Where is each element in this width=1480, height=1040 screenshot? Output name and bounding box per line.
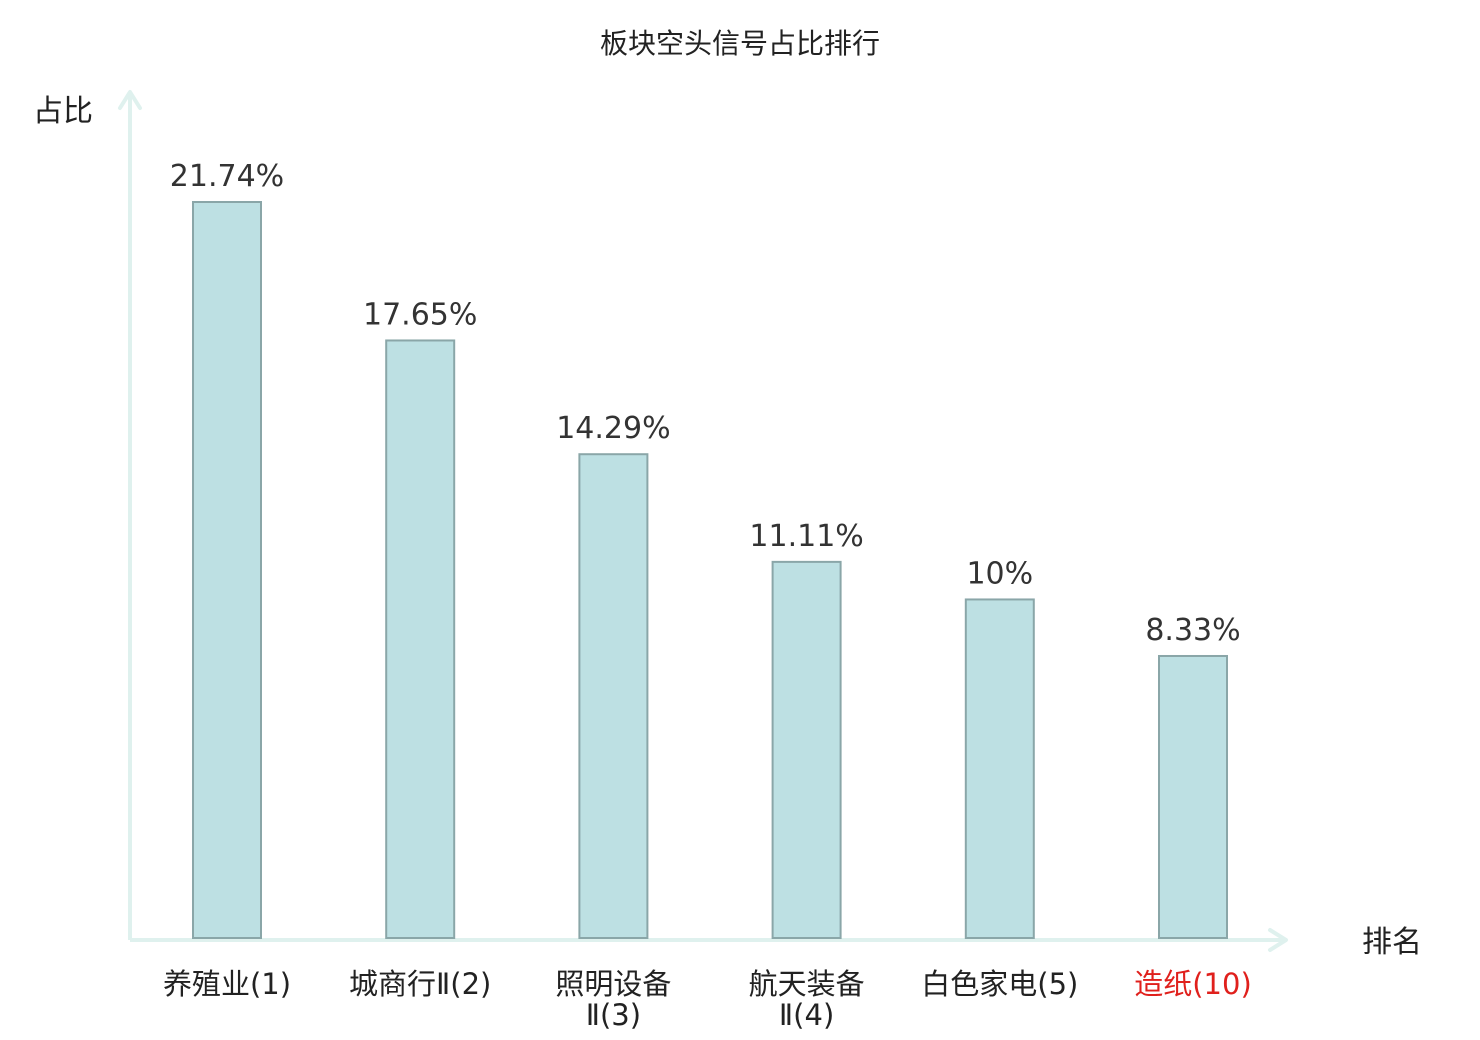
category-label-4-line-1: 航天装备 (749, 967, 865, 1001)
category-label-3-line-1: 照明设备 (555, 967, 671, 1001)
category-label-1: 养殖业(1) (163, 967, 291, 1001)
bar-6 (1158, 654, 1228, 939)
category-label-5: 白色家电(5) (921, 967, 1078, 1001)
bar-3 (578, 453, 649, 939)
value-label-4: 11.11% (749, 519, 863, 554)
x-axis-arrow (1268, 928, 1288, 952)
bars-group (192, 201, 1228, 939)
category-label-4-line-2: Ⅱ(4) (779, 998, 834, 1032)
category-label-2: 城商行Ⅱ(2) (349, 967, 491, 1001)
x-axis-label: 排名 (1362, 925, 1422, 960)
bar-4 (771, 560, 842, 939)
y-axis-arrow (118, 90, 142, 110)
value-label-5: 10% (966, 556, 1033, 591)
y-axis-label: 占比 (33, 94, 93, 129)
axes (118, 90, 1288, 952)
value-label-6: 8.33% (1145, 613, 1240, 648)
value-label-3: 14.29% (556, 411, 670, 446)
category-label-6: 造纸(10) (1134, 967, 1252, 1001)
value-label-2: 17.65% (363, 297, 477, 332)
bar-5 (964, 598, 1035, 939)
value-labels-group: 21.74% 17.65% 14.29% 11.11% 10% 8.33% (170, 159, 1241, 648)
bar-2 (385, 339, 456, 939)
value-label-1: 21.74% (170, 159, 284, 194)
bar-1 (192, 201, 262, 939)
category-label-3-line-2: Ⅱ(3) (586, 998, 641, 1032)
chart-title: 板块空头信号占比排行 (600, 27, 880, 60)
